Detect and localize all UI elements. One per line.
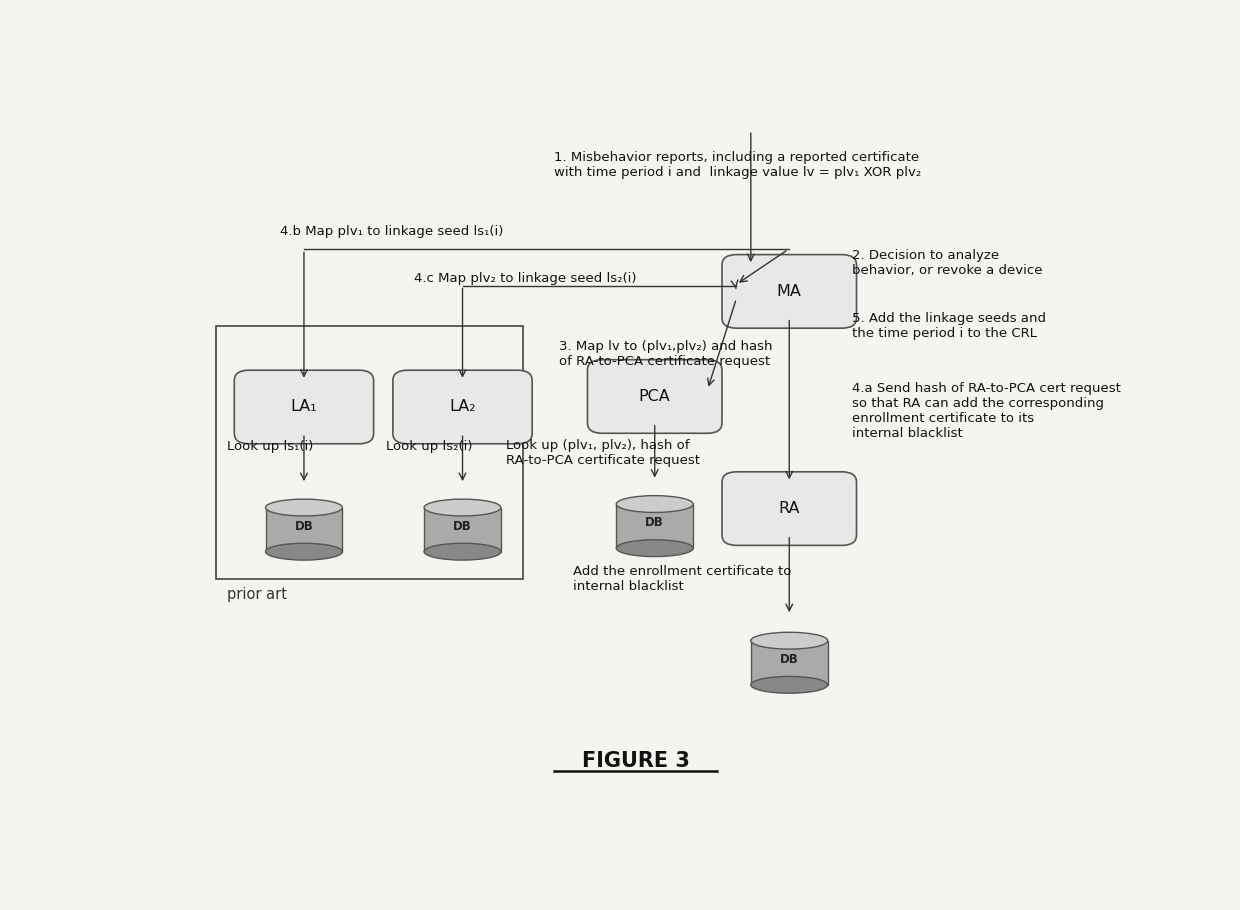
Text: DB: DB	[453, 520, 472, 532]
Text: 1. Misbehavior reports, including a reported certificate
with time period i and : 1. Misbehavior reports, including a repo…	[554, 151, 921, 179]
Bar	[751, 641, 828, 685]
Ellipse shape	[424, 500, 501, 516]
Bar	[424, 508, 501, 551]
Bar	[616, 504, 693, 548]
Text: DB: DB	[780, 652, 799, 666]
Ellipse shape	[424, 543, 501, 560]
Text: 3. Map lv to (plv₁,plv₂) and hash
of RA-to-PCA certificate request: 3. Map lv to (plv₁,plv₂) and hash of RA-…	[558, 340, 773, 369]
Text: Look up ls₁(i): Look up ls₁(i)	[227, 440, 314, 453]
Text: MA: MA	[776, 284, 802, 298]
Text: DB: DB	[295, 520, 314, 532]
Ellipse shape	[616, 496, 693, 512]
Text: DB: DB	[645, 516, 665, 529]
Ellipse shape	[750, 632, 828, 649]
Ellipse shape	[616, 540, 693, 557]
FancyBboxPatch shape	[722, 471, 857, 545]
Text: Add the enrollment certificate to
internal blacklist: Add the enrollment certificate to intern…	[573, 564, 791, 592]
Text: Look up ls₂(i): Look up ls₂(i)	[386, 440, 472, 453]
Ellipse shape	[750, 676, 828, 693]
Text: 5. Add the linkage seeds and
the time period i to the CRL: 5. Add the linkage seeds and the time pe…	[852, 312, 1045, 340]
FancyBboxPatch shape	[722, 255, 857, 329]
Text: prior art: prior art	[227, 587, 288, 602]
Text: 4.b Map plv₁ to linkage seed ls₁(i): 4.b Map plv₁ to linkage seed ls₁(i)	[280, 225, 503, 238]
FancyBboxPatch shape	[393, 370, 532, 444]
Ellipse shape	[265, 543, 342, 560]
FancyBboxPatch shape	[588, 359, 722, 433]
Bar	[216, 327, 523, 579]
Text: FIGURE 3: FIGURE 3	[582, 752, 689, 772]
Ellipse shape	[265, 500, 342, 516]
Text: 4.a Send hash of RA-to-PCA cert request
so that RA can add the corresponding
enr: 4.a Send hash of RA-to-PCA cert request …	[852, 382, 1121, 440]
FancyBboxPatch shape	[234, 370, 373, 444]
Text: Look up (plv₁, plv₂), hash of
RA-to-PCA certificate request: Look up (plv₁, plv₂), hash of RA-to-PCA …	[506, 439, 699, 467]
Text: RA: RA	[779, 501, 800, 516]
Text: PCA: PCA	[639, 389, 671, 404]
Text: LA₁: LA₁	[290, 399, 317, 414]
Text: LA₂: LA₂	[449, 399, 476, 414]
Bar	[265, 508, 342, 551]
Text: 2. Decision to analyze
behavior, or revoke a device: 2. Decision to analyze behavior, or revo…	[852, 249, 1043, 278]
Text: 4.c Map plv₂ to linkage seed ls₂(i): 4.c Map plv₂ to linkage seed ls₂(i)	[414, 272, 637, 285]
